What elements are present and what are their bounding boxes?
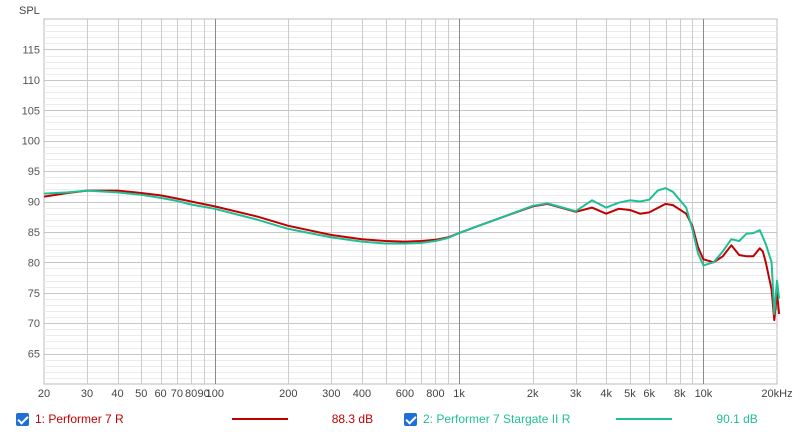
x-tick-label: 60 — [154, 388, 166, 400]
y-tick-label: 100 — [22, 136, 40, 148]
y-tick-label: 105 — [22, 105, 40, 117]
series-lines — [44, 187, 781, 322]
x-tick-label: 100 — [206, 388, 224, 400]
y-tick-label: 65 — [28, 349, 40, 361]
legend-series-level: 88.3 dB — [331, 412, 374, 426]
y-tick-label: 80 — [28, 257, 40, 269]
x-tick-label: 2k — [527, 388, 539, 400]
x-tick-label: 20 — [38, 388, 50, 400]
x-tick-label: 3k — [570, 388, 582, 400]
y-tick-labels: 65 70 75 80 85 90 95 100 105 110 115 — [22, 44, 40, 360]
x-tick-label: 6k — [643, 388, 655, 400]
y-tick-label: 75 — [28, 288, 40, 300]
legend-item-2[interactable]: 2: Performer 7 Stargate II R 90.1 dB — [404, 410, 758, 428]
x-tick-label: 1k — [453, 388, 465, 400]
legend-series-name: 2: Performer 7 Stargate II R — [423, 412, 571, 426]
y-tick-label: 115 — [22, 44, 40, 56]
legend-series-level: 90.1 dB — [716, 412, 758, 426]
x-tick-label: 30 — [81, 388, 93, 400]
x-tick-label: 40 — [111, 388, 123, 400]
legend-series-name: 1: Performer 7 R — [35, 412, 124, 426]
series-line-2 — [44, 187, 781, 315]
y-tick-label: 90 — [28, 197, 40, 209]
y-tick-label: 85 — [28, 227, 40, 239]
y-tick-label: 95 — [28, 166, 40, 178]
y-tick-label: 110 — [22, 75, 40, 87]
x-tick-label: 50 — [135, 388, 147, 400]
legend-item-1[interactable]: 1: Performer 7 R 88.3 dB — [16, 410, 373, 428]
x-tick-label: 600 — [396, 388, 414, 400]
series-line-1 — [44, 189, 781, 322]
x-tick-label: 5k — [624, 388, 636, 400]
x-tick-label: 20kHz — [761, 388, 792, 400]
checkbox-icon[interactable] — [16, 412, 29, 426]
x-tick-label: 400 — [353, 388, 371, 400]
checkbox-icon[interactable] — [404, 412, 417, 426]
grid — [43, 18, 778, 385]
y-tick-label: 70 — [28, 318, 40, 330]
x-tick-label: 80 — [185, 388, 197, 400]
x-tick-label: 70 — [171, 388, 183, 400]
x-tick-label: 90 — [197, 388, 209, 400]
x-tick-label: 8k — [674, 388, 686, 400]
x-tick-label: 4k — [600, 388, 612, 400]
x-tick-label: 800 — [426, 388, 444, 400]
x-tick-label: 300 — [322, 388, 340, 400]
x-tick-label: 200 — [279, 388, 297, 400]
legend-line-swatch — [616, 418, 673, 420]
x-tick-label: 10k — [695, 388, 713, 400]
legend-line-swatch — [231, 418, 288, 420]
y-axis-label: SPL — [19, 5, 40, 17]
